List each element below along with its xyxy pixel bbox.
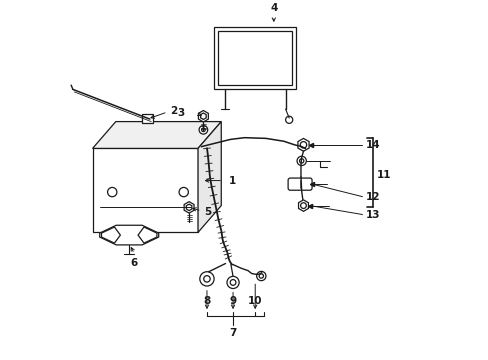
Polygon shape	[198, 111, 208, 122]
Polygon shape	[102, 227, 120, 243]
Text: 12: 12	[365, 192, 379, 202]
Polygon shape	[92, 148, 198, 233]
Polygon shape	[141, 114, 153, 123]
Polygon shape	[100, 225, 159, 245]
Circle shape	[200, 272, 214, 286]
Circle shape	[199, 126, 207, 134]
Text: 7: 7	[229, 328, 236, 338]
Circle shape	[179, 188, 188, 197]
Text: 10: 10	[247, 296, 262, 306]
Circle shape	[296, 156, 305, 166]
Polygon shape	[214, 27, 296, 89]
Text: 3: 3	[177, 108, 184, 118]
Text: 6: 6	[130, 258, 138, 269]
Text: 13: 13	[365, 210, 379, 220]
Text: 4: 4	[269, 3, 277, 13]
Text: 5: 5	[204, 207, 211, 217]
Polygon shape	[218, 31, 291, 85]
Circle shape	[107, 188, 117, 197]
Text: 8: 8	[203, 296, 210, 306]
Text: 11: 11	[376, 170, 390, 180]
Polygon shape	[298, 200, 308, 211]
Polygon shape	[184, 202, 194, 213]
Circle shape	[256, 271, 265, 281]
Text: 2: 2	[170, 106, 177, 116]
Polygon shape	[198, 122, 221, 233]
Text: 14: 14	[365, 140, 379, 150]
Text: 9: 9	[229, 296, 236, 306]
Polygon shape	[138, 227, 157, 243]
Polygon shape	[297, 138, 308, 151]
Polygon shape	[92, 122, 221, 148]
Circle shape	[226, 276, 239, 288]
Text: 1: 1	[228, 176, 235, 185]
Circle shape	[285, 116, 292, 123]
FancyBboxPatch shape	[287, 178, 311, 190]
